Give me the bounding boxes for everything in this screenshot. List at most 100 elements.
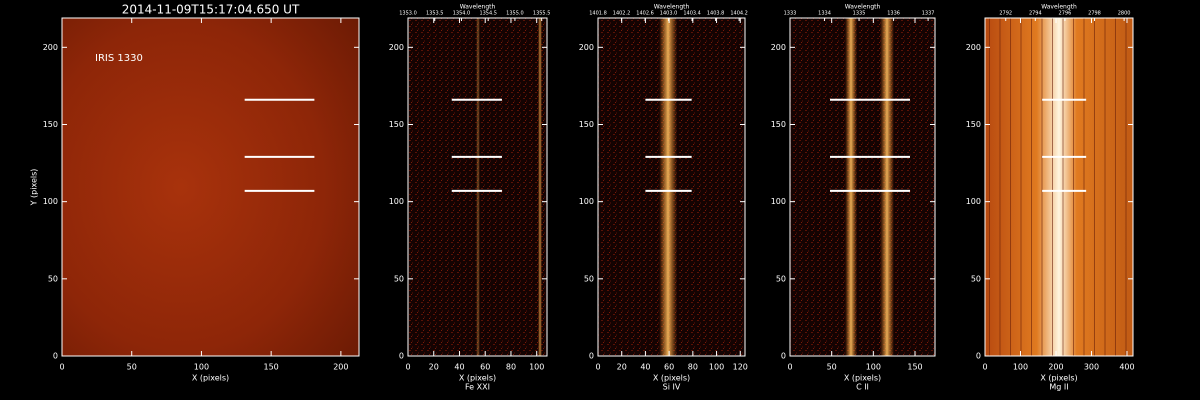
y-tick-label: 200	[43, 43, 58, 52]
x2-label: Wavelength	[1041, 4, 1077, 11]
emission-line	[538, 18, 542, 356]
x-tick-label: 0	[59, 363, 64, 372]
x-tick-label: 200	[333, 363, 348, 372]
x-tick-label: 150	[907, 363, 922, 372]
x2-tick-label: 1337	[922, 11, 935, 17]
stripe	[989, 18, 990, 356]
x-sublabel: Mg II	[1049, 383, 1068, 392]
x-tick-label: 20	[617, 363, 627, 372]
x2-tick-label: 1353.0	[399, 11, 417, 17]
x-tick-label: 20	[429, 363, 439, 372]
y-tick-label: 0	[781, 352, 786, 361]
x2-tick-label: 1403.0	[660, 11, 678, 17]
y-tick-label: 0	[53, 352, 58, 361]
x2-tick-label: 2796	[1059, 11, 1072, 17]
image-area	[790, 18, 935, 356]
x2-tick-label: 2800	[1118, 11, 1131, 17]
frame	[61, 17, 360, 357]
x-tick-label: 80	[688, 363, 698, 372]
stripe	[1083, 18, 1085, 356]
y-label: Y (pixels)	[30, 169, 39, 207]
x-tick-label: 150	[264, 363, 279, 372]
x2-tick-label: 1335	[853, 11, 866, 17]
x-tick-label: 0	[405, 363, 410, 372]
frame	[789, 17, 936, 357]
x-tick-label: 300	[1084, 363, 1099, 372]
x2-tick-label: 1354.5	[479, 11, 497, 17]
x2-tick-label: 1355.0	[506, 11, 524, 17]
x2-tick-label: 1334	[818, 11, 831, 17]
stripe	[1115, 18, 1116, 356]
y-tick-label: 50	[584, 274, 594, 283]
x-tick-label: 100	[866, 363, 881, 372]
emission-line	[659, 18, 677, 356]
x-tick-label: 100	[709, 363, 724, 372]
y-tick-label: 50	[971, 274, 981, 283]
x-tick-label: 40	[640, 363, 650, 372]
stripe	[1020, 18, 1022, 356]
x-sublabel: Si IV	[663, 383, 681, 392]
frame	[984, 17, 1134, 357]
stripe	[1052, 18, 1053, 356]
x-tick-label: 100	[529, 363, 544, 372]
y-tick-label: 0	[976, 352, 981, 361]
x-label: X (pixels)	[653, 374, 690, 383]
x2-tick-label: 1404.2	[730, 11, 748, 17]
x-tick-label: 0	[595, 363, 600, 372]
x2-tick-label: 1402.6	[636, 11, 654, 17]
x-sublabel: C II	[856, 383, 869, 392]
stripe	[1073, 18, 1074, 356]
y-tick-label: 0	[589, 352, 594, 361]
y-tick-label: 50	[394, 274, 404, 283]
y-tick-label: 150	[43, 120, 58, 129]
x-sublabel: Fe XXI	[465, 383, 490, 392]
y-tick-label: 150	[579, 120, 594, 129]
stripe	[1031, 18, 1032, 356]
emission-line	[476, 18, 480, 356]
y-tick-label: 50	[48, 274, 58, 283]
stripe	[1104, 18, 1106, 356]
chart-title: 2014-11-09T15:17:04.650 UT	[122, 3, 300, 17]
x-tick-label: 80	[506, 363, 516, 372]
x2-tick-label: 2794	[1029, 11, 1042, 17]
y-tick-label: 100	[966, 197, 981, 206]
stripe	[1125, 18, 1127, 356]
stripe	[1062, 18, 1064, 356]
image-area	[985, 18, 1133, 356]
x2-tick-label: 1402.2	[613, 11, 631, 17]
y-tick-label: 150	[966, 120, 981, 129]
y-tick-label: 100	[579, 197, 594, 206]
x2-label: Wavelength	[460, 4, 496, 11]
x2-tick-label: 1354.0	[453, 11, 471, 17]
frame	[597, 17, 746, 357]
x-label: X (pixels)	[1040, 374, 1077, 383]
y-tick-label: 200	[966, 43, 981, 52]
x-tick-label: 400	[1119, 363, 1134, 372]
stripe	[1010, 18, 1011, 356]
x2-tick-label: 1333	[784, 11, 797, 17]
x2-label: Wavelength	[845, 4, 881, 11]
x-tick-label: 40	[454, 363, 464, 372]
y-tick-label: 200	[389, 43, 404, 52]
emission-line	[880, 18, 894, 356]
x-tick-label: 50	[127, 363, 137, 372]
x-label: X (pixels)	[844, 374, 881, 383]
x-tick-label: 100	[194, 363, 209, 372]
frame	[407, 17, 548, 357]
y-tick-label: 100	[43, 197, 58, 206]
x-tick-label: 60	[480, 363, 490, 372]
x2-tick-label: 2798	[1088, 11, 1101, 17]
x-tick-label: 200	[1048, 363, 1063, 372]
stripe	[1094, 18, 1095, 356]
stripe	[1041, 18, 1043, 356]
x-tick-label: 0	[787, 363, 792, 372]
y-tick-label: 0	[399, 352, 404, 361]
x2-tick-label: 2792	[999, 11, 1012, 17]
y-tick-label: 200	[579, 43, 594, 52]
x2-tick-label: 1353.5	[426, 11, 444, 17]
emission-line	[845, 18, 857, 356]
y-tick-label: 200	[771, 43, 786, 52]
x2-tick-label: 1355.5	[533, 11, 551, 17]
x-tick-label: 60	[664, 363, 674, 372]
